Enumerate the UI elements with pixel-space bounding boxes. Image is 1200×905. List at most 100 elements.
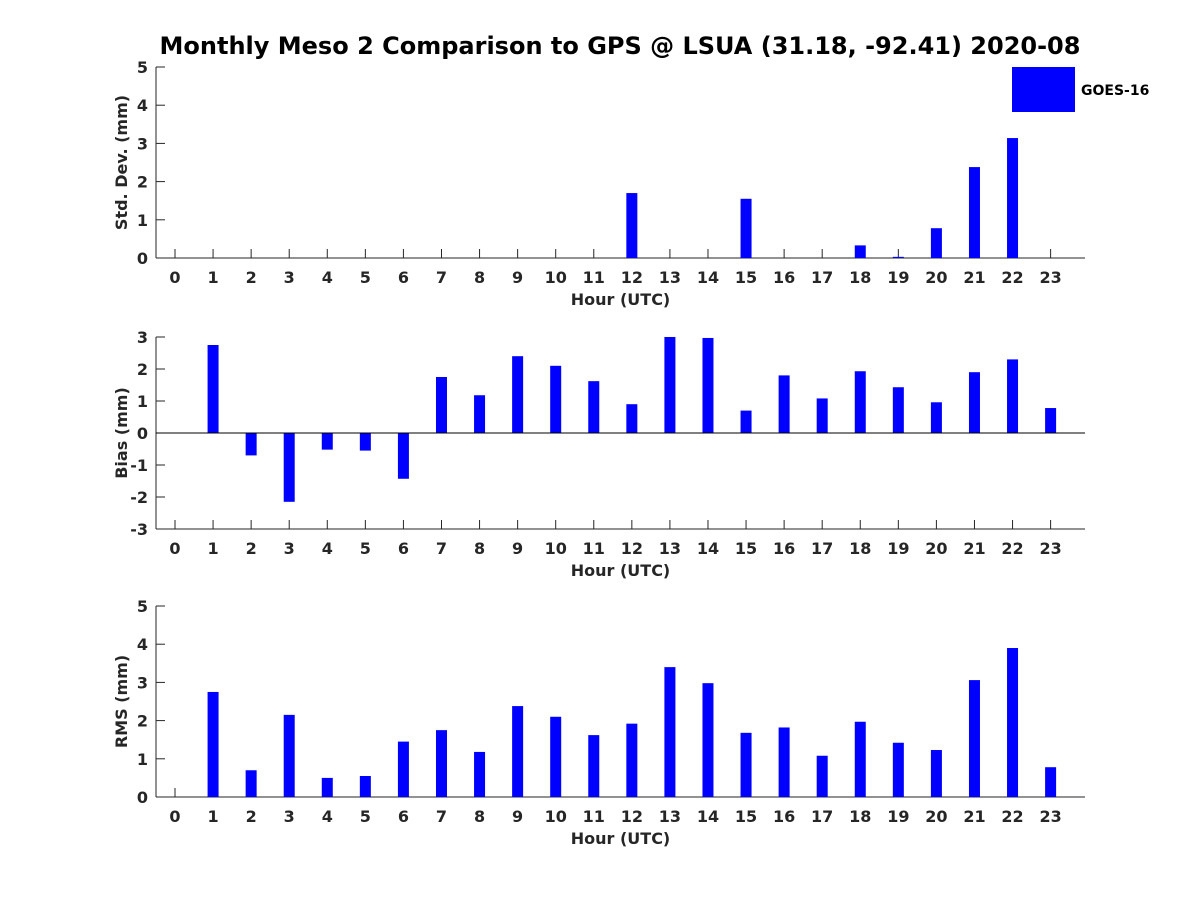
x-tick-label: 16: [773, 539, 795, 558]
bar-hour-12: [626, 404, 638, 433]
x-tick-label: 3: [284, 268, 295, 287]
bar-hour-9: [512, 356, 524, 433]
x-tick-label: 10: [545, 268, 567, 287]
x-tick-label: 7: [436, 539, 447, 558]
y-tick-label: 3: [137, 134, 148, 153]
y-tick-label: 2: [137, 712, 148, 731]
bar-hour-4: [321, 433, 333, 450]
bar-hour-18: [854, 245, 866, 258]
bar-hour-4: [321, 777, 333, 797]
x-tick-label: 14: [697, 807, 719, 826]
bar-hour-15: [740, 732, 752, 797]
bar-hour-6: [397, 433, 409, 479]
bar-hour-10: [550, 716, 562, 797]
x-tick-label: 21: [963, 268, 985, 287]
x-axis-label: Hour (UTC): [571, 561, 671, 580]
bar-hour-19: [892, 256, 904, 258]
x-tick-label: 10: [545, 539, 567, 558]
x-tick-label: 13: [659, 539, 681, 558]
x-tick-label: 17: [811, 807, 833, 826]
y-tick-label: 4: [137, 635, 148, 654]
x-tick-label: 22: [1001, 268, 1023, 287]
bar-hour-23: [1045, 408, 1057, 433]
y-tick-label: 2: [137, 173, 148, 192]
x-tick-label: 9: [512, 268, 523, 287]
x-tick-label: 17: [811, 539, 833, 558]
y-tick-label: 1: [137, 392, 148, 411]
x-tick-label: 0: [169, 268, 180, 287]
bar-hour-23: [1045, 767, 1057, 797]
bar-hour-12: [626, 193, 638, 258]
bar-hour-11: [588, 735, 600, 797]
bar-hour-22: [1007, 648, 1019, 797]
x-tick-label: 15: [735, 268, 757, 287]
bar-hour-6: [397, 741, 409, 797]
bar-hour-14: [702, 337, 714, 433]
x-tick-label: 2: [246, 807, 257, 826]
bar-hour-5: [359, 433, 371, 451]
y-tick-label: 0: [137, 788, 148, 807]
bar-hour-13: [664, 667, 676, 797]
bar-hour-7: [435, 377, 447, 433]
x-axis-label: Hour (UTC): [571, 829, 671, 848]
bar-hour-15: [740, 198, 752, 258]
x-tick-label: 16: [773, 807, 795, 826]
y-tick-label: 3: [137, 328, 148, 347]
bar-hour-3: [283, 714, 295, 797]
bar-hour-20: [930, 750, 942, 797]
x-tick-label: 19: [887, 268, 909, 287]
x-tick-label: 0: [169, 807, 180, 826]
chart-title: Monthly Meso 2 Comparison to GPS @ LSUA …: [160, 32, 1081, 60]
x-tick-label: 19: [887, 807, 909, 826]
x-tick-label: 1: [207, 268, 218, 287]
x-tick-label: 4: [322, 807, 333, 826]
x-tick-label: 15: [735, 539, 757, 558]
x-tick-label: 21: [963, 807, 985, 826]
x-tick-label: 10: [545, 807, 567, 826]
x-tick-label: 3: [284, 539, 295, 558]
x-axis-label: Hour (UTC): [571, 290, 671, 309]
x-tick-label: 12: [621, 268, 643, 287]
y-tick-label: 2: [137, 360, 148, 379]
bar-hour-16: [778, 727, 790, 797]
x-tick-label: 5: [360, 807, 371, 826]
x-tick-label: 1: [207, 539, 218, 558]
bar-hour-2: [245, 433, 257, 456]
bar-hour-20: [930, 228, 942, 258]
bar-hour-9: [512, 706, 524, 797]
x-tick-label: 2: [246, 539, 257, 558]
y-tick-label: 3: [137, 673, 148, 692]
bar-hour-19: [892, 387, 904, 433]
x-tick-label: 11: [583, 807, 605, 826]
bar-hour-20: [930, 402, 942, 433]
x-tick-label: 9: [512, 807, 523, 826]
legend: GOES-16: [1012, 67, 1149, 112]
bar-hour-12: [626, 723, 638, 797]
bar-hour-11: [588, 381, 600, 433]
x-tick-label: 21: [963, 539, 985, 558]
bar-hour-19: [892, 742, 904, 797]
x-tick-label: 3: [284, 807, 295, 826]
bar-hour-13: [664, 337, 676, 433]
x-tick-label: 0: [169, 539, 180, 558]
x-tick-label: 7: [436, 807, 447, 826]
bar-hour-21: [968, 372, 980, 433]
x-tick-label: 8: [474, 268, 485, 287]
x-tick-label: 23: [1039, 268, 1061, 287]
x-tick-label: 2: [246, 268, 257, 287]
x-tick-label: 14: [697, 539, 719, 558]
x-tick-label: 5: [360, 268, 371, 287]
x-tick-label: 18: [849, 807, 871, 826]
y-tick-label: -2: [130, 488, 148, 507]
x-tick-label: 8: [474, 539, 485, 558]
bar-hour-1: [207, 345, 219, 433]
x-tick-label: 11: [583, 539, 605, 558]
bar-hour-8: [474, 751, 486, 797]
x-tick-label: 6: [398, 539, 409, 558]
x-tick-label: 23: [1039, 807, 1061, 826]
x-tick-label: 6: [398, 268, 409, 287]
legend-label: GOES-16: [1081, 83, 1149, 99]
y-tick-label: -1: [130, 456, 148, 475]
